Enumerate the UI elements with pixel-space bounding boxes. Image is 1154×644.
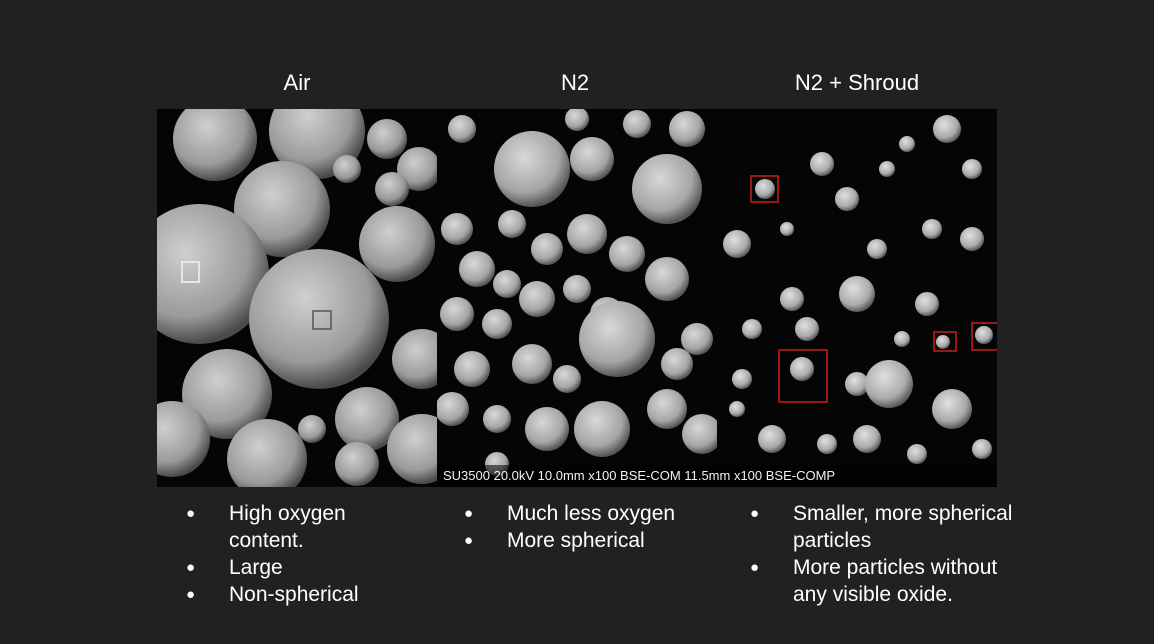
bullets-air: High oxygen content. Large Non-spherical (186, 500, 416, 608)
list-item: Much less oxygen (464, 500, 724, 527)
list-item: More spherical (464, 527, 724, 554)
list-item: More particles without any visible oxide… (750, 554, 1030, 608)
column-title-n2: N2 (560, 70, 590, 95)
column-title-n2-shroud: N2 + Shroud (794, 70, 920, 95)
list-item: Smaller, more spherical particles (750, 500, 1030, 554)
micrograph-air (157, 109, 437, 487)
list-item: High oxygen content. (186, 500, 416, 554)
bullets-n2-shroud: Smaller, more spherical particles More p… (750, 500, 1030, 608)
micrograph-n2 (437, 109, 717, 487)
micrograph-caption: SU3500 20.0kV 10.0mm x100 BSE-COM 11.5mm… (437, 465, 997, 487)
list-item: Non-spherical (186, 581, 416, 608)
bullets-n2: Much less oxygen More spherical (464, 500, 724, 554)
column-title-air: Air (283, 70, 311, 95)
list-item: Large (186, 554, 416, 581)
micrograph-n2-shroud (717, 109, 997, 487)
